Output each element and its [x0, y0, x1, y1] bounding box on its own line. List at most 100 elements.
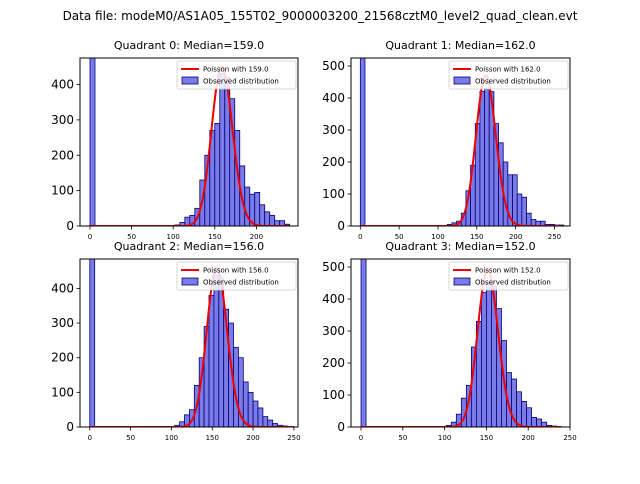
x-tick-label: 150 [208, 233, 221, 241]
y-tick-label: 400 [322, 292, 345, 306]
y-tick-label: 400 [51, 281, 74, 295]
histogram-bar [521, 400, 527, 427]
histogram-bar [526, 407, 532, 427]
histogram-bar [254, 191, 261, 226]
poisson-curve [89, 65, 290, 226]
histogram-bar [479, 91, 485, 226]
histogram-bar [521, 196, 527, 226]
poisson-curve [360, 74, 563, 226]
histogram-bar [484, 88, 490, 226]
subplot-title: Quadrant 0: Median=159.0 [114, 39, 264, 52]
x-tick-label: 200 [250, 233, 263, 241]
histogram-bar [269, 214, 276, 226]
x-tick-label: 100 [165, 434, 178, 442]
subplot-quadrant-2: Quadrant 2: Median=156.0 0 50 100 150 200 250 0… [51, 240, 301, 442]
legend-poisson-label: Poisson with 156.0 [203, 267, 269, 275]
y-tick-label: 300 [51, 316, 74, 330]
y-tick-label: 300 [322, 123, 345, 137]
y-tick-label: 500 [322, 59, 345, 73]
y-tick-label: 200 [51, 351, 74, 365]
y-tick-label: 100 [51, 184, 74, 198]
y-tick-label: 0 [337, 219, 345, 233]
figure-title: Data file: modeM0/AS1A05_155T02_90000032… [62, 9, 578, 23]
histogram-bar [89, 58, 96, 226]
histogram-bar [536, 418, 542, 427]
histogram-bar [214, 123, 221, 226]
histogram-bar [247, 391, 254, 427]
legend-box [448, 261, 569, 291]
histogram-bar [360, 259, 367, 427]
subplot-quadrant-3: Quadrant 3: Median=152.0 0 50 100 150 200 250 0… [322, 240, 577, 442]
legend: Poisson with 152.0 Observed distribution [448, 261, 569, 291]
legend-observed-label: Observed distribution [475, 279, 551, 287]
y-tick-label: 300 [51, 113, 74, 127]
histogram-bar [267, 419, 274, 427]
histogram-bar [264, 211, 271, 226]
histogram-bar [219, 73, 226, 226]
axes-frame [79, 57, 299, 227]
y-tick-label: 0 [337, 420, 345, 434]
y-tick-label: 400 [322, 91, 345, 105]
x-tick-label: 0 [88, 434, 92, 442]
histogram-bar [516, 193, 523, 226]
histogram-bar [526, 212, 532, 226]
legend-observed-swatch [453, 76, 471, 85]
subplot-quadrant-1: Quadrant 1: Median=162.0 0 50 100 150 200 250 0… [322, 39, 571, 241]
histogram-bar [208, 294, 215, 427]
legend-observed-swatch [181, 76, 199, 85]
x-tick-label: 200 [509, 233, 522, 241]
histogram-bar [257, 407, 264, 427]
x-tick-label: 0 [358, 233, 362, 241]
legend-observed-label: Observed distribution [475, 78, 551, 86]
x-tick-label: 200 [246, 434, 259, 442]
axes-frame [350, 57, 571, 227]
x-tick-label: 50 [398, 434, 407, 442]
x-tick-label: 150 [206, 434, 219, 442]
legend-observed-swatch [181, 277, 199, 286]
legend-box [176, 60, 297, 90]
histogram-bar [512, 174, 518, 226]
poisson-curve [89, 266, 294, 427]
legend-box [448, 60, 569, 90]
x-tick-label: 150 [480, 434, 493, 442]
histogram-bar [541, 421, 547, 427]
x-tick-label: 50 [395, 233, 404, 241]
y-tick-label: 200 [322, 155, 345, 169]
y-tick-label: 100 [322, 388, 345, 402]
x-tick-label: 50 [127, 233, 136, 241]
legend-observed-label: Observed distribution [203, 279, 279, 287]
y-tick-label: 500 [322, 260, 345, 274]
histogram-bar [531, 416, 537, 427]
histogram-bar [213, 274, 220, 427]
y-tick-label: 100 [51, 385, 74, 399]
histogram-bar [89, 259, 96, 427]
subplot-title: Quadrant 3: Median=152.0 [385, 240, 535, 253]
y-tick-label: 200 [322, 356, 345, 370]
x-tick-label: 0 [359, 434, 363, 442]
x-tick-label: 50 [126, 434, 135, 442]
x-tick-label: 150 [470, 233, 483, 241]
histogram-bar [259, 204, 266, 226]
x-tick-label: 100 [431, 233, 444, 241]
legend-poisson-label: Poisson with 152.0 [475, 267, 541, 275]
histogram-bar [516, 391, 522, 427]
y-tick-label: 100 [322, 187, 345, 201]
axes-frame [79, 258, 299, 428]
x-tick-label: 250 [287, 434, 300, 442]
x-tick-label: 0 [88, 233, 92, 241]
legend-box [176, 261, 297, 291]
subplot-title: Quadrant 1: Median=162.0 [385, 39, 535, 52]
histogram-bar [252, 400, 259, 427]
legend: Poisson with 156.0 Observed distribution [176, 261, 297, 291]
histogram-bars [89, 58, 291, 226]
axes-frame [350, 258, 571, 428]
legend-observed-swatch [453, 277, 471, 286]
histogram-bar [359, 58, 366, 226]
legend: Poisson with 159.0 Observed distribution [176, 60, 297, 90]
x-tick-label: 250 [563, 434, 576, 442]
x-tick-label: 200 [522, 434, 535, 442]
x-tick-label: 100 [438, 434, 451, 442]
subplot-quadrant-0: Quadrant 0: Median=159.0 0 50 100 150 200 0 100… [51, 39, 299, 241]
